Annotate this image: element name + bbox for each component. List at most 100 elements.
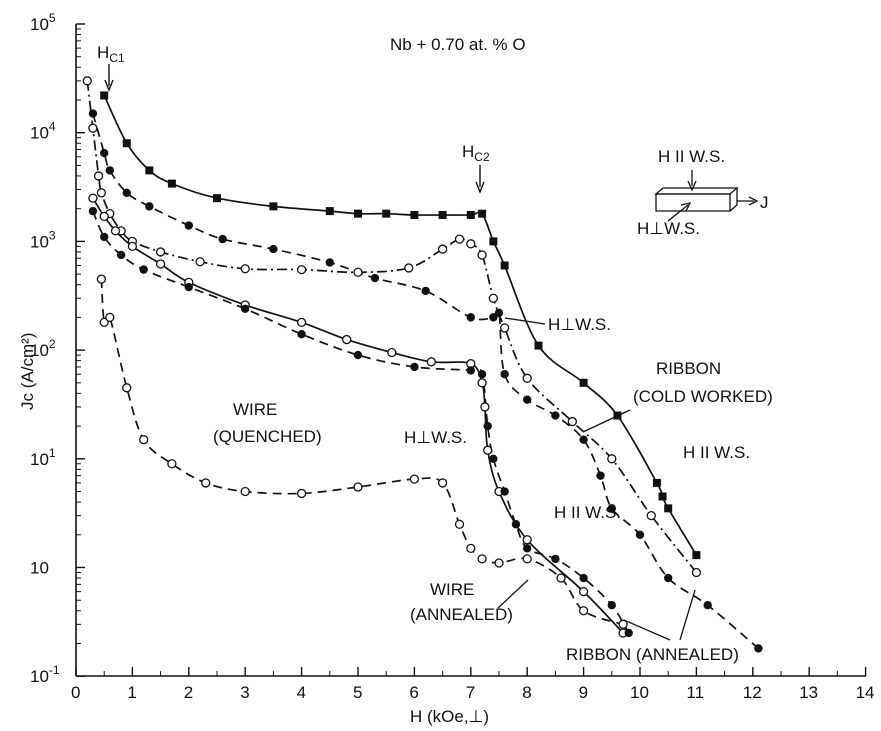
hc2-arrow-head <box>475 181 485 194</box>
x-tick-label: 11 <box>686 683 704 702</box>
inset-bottom-label: H⊥W.S. <box>637 219 700 238</box>
series-markers <box>82 76 763 653</box>
x-tick-label: 13 <box>799 683 818 702</box>
inset-perp-arrow <box>667 204 689 222</box>
series-2-point <box>522 373 532 383</box>
x-tick-label: 1 <box>127 683 136 702</box>
series-3-point <box>99 211 109 222</box>
series-1-point <box>466 313 475 322</box>
hc1-arrow-head <box>104 79 114 92</box>
series-5-point <box>240 486 250 497</box>
series-0-point <box>438 210 447 219</box>
series-4-point <box>500 487 509 496</box>
x-tick-label: 6 <box>409 683 418 702</box>
wire-quenched-label-1: WIRE <box>233 400 277 419</box>
series-5-point <box>409 474 420 484</box>
series-1-point <box>145 202 154 211</box>
series-0-point <box>489 237 498 246</box>
hc2-h: H <box>462 142 474 161</box>
hc1-label: HC1 <box>97 43 125 65</box>
x-axis-label: H (kOe,⊥) <box>410 707 489 726</box>
series-3-point <box>578 586 589 597</box>
series-2-point <box>488 293 499 303</box>
series-1-point <box>370 273 380 283</box>
x-tick-label: 9 <box>579 683 588 702</box>
series-3-point <box>480 402 490 412</box>
series-4-point <box>466 366 475 375</box>
series-1-point <box>100 148 109 158</box>
x-tick-label: 2 <box>184 683 193 702</box>
series-2-point <box>607 454 617 464</box>
hperp-upper-pointer <box>504 317 546 325</box>
y-tick-label: 10-1 <box>30 663 60 686</box>
y-tick-label: 102 <box>30 337 56 360</box>
series-0-point <box>652 478 661 487</box>
series-0-point <box>478 209 487 218</box>
series-0-point <box>466 210 475 219</box>
series-3-point <box>483 445 493 455</box>
series-2-point <box>499 323 510 333</box>
series-3-point <box>127 241 138 252</box>
y-axis-ticks: 10-1 10 101 102 103 104 105 <box>30 11 85 686</box>
series-1-point <box>325 258 334 267</box>
x-tick-label: 8 <box>522 683 531 702</box>
hc1-sub: C1 <box>109 51 125 65</box>
inset-block-top <box>654 187 739 195</box>
inset-j-arrow-head <box>748 196 759 206</box>
series-4-point <box>116 250 126 260</box>
series-5-point <box>522 554 532 564</box>
series-5-point <box>201 478 211 488</box>
series-4-point <box>607 600 616 610</box>
series-5-point <box>96 274 107 284</box>
series-2-point <box>454 234 465 244</box>
series-4-point <box>88 206 98 216</box>
series-1-point <box>489 313 498 322</box>
ribbon-annealed-label: RIBBON (ANNEALED) <box>566 645 739 664</box>
inset-top-arrow-head <box>687 180 697 192</box>
series-5-point <box>139 435 149 445</box>
series-4-point <box>489 454 498 463</box>
inset-j-label: J <box>760 193 769 212</box>
series-4-point <box>410 362 419 372</box>
series-3-point <box>155 259 166 269</box>
hperp-label-upper: H⊥W.S. <box>548 315 611 334</box>
series-5-point <box>556 573 566 583</box>
series-5-point <box>167 459 177 469</box>
wire-annealed-pointer <box>497 579 529 609</box>
hperp-label-lower: H⊥W.S. <box>404 428 467 447</box>
y-tick-label: 104 <box>30 120 56 143</box>
series-0-point <box>269 202 278 211</box>
y-tick-label: 103 <box>30 228 56 251</box>
x-tick-label: 0 <box>71 683 80 702</box>
series-1-point <box>523 395 532 404</box>
series-3-point <box>88 193 98 203</box>
series-2-point <box>353 267 363 277</box>
series-1-point <box>607 504 616 513</box>
series-1-point <box>218 234 227 244</box>
series-3-point <box>110 226 121 236</box>
hc2-label: HC2 <box>462 142 490 164</box>
series-1-point <box>105 166 115 175</box>
series-0-point <box>213 194 221 203</box>
hpar-label-lower: H II W.S. <box>554 503 621 522</box>
series-0-point <box>410 210 419 219</box>
inset-perp-arrow-head <box>680 202 692 212</box>
series-3-point <box>426 357 436 367</box>
series-2-point <box>466 239 476 249</box>
ribbon-cold-label-1: RIBBON <box>656 359 721 378</box>
series-4-point <box>353 350 363 360</box>
series-1-point <box>579 435 588 444</box>
series-0-point <box>167 179 176 188</box>
y-tick-label: 10 <box>30 559 49 578</box>
series-0-point <box>579 378 588 387</box>
series-2-point <box>88 123 98 133</box>
series-5-point <box>296 488 307 499</box>
series-1-point <box>551 411 560 420</box>
series-0-point <box>354 209 362 218</box>
series-1-point <box>269 244 278 254</box>
hc2-marker: HC2 <box>462 142 490 194</box>
geometry-inset: H II W.S. J H⊥W.S. <box>637 147 769 238</box>
series-3-point <box>477 378 487 388</box>
series-4-point <box>139 265 148 274</box>
series-4-point <box>100 232 109 242</box>
